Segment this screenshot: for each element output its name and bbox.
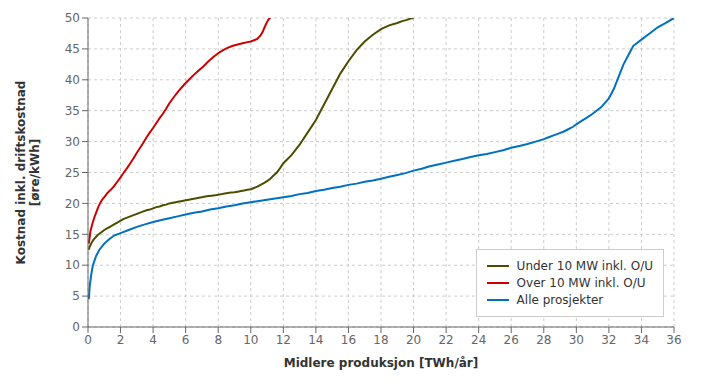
svg-text:20: 20 <box>406 333 421 347</box>
svg-text:2: 2 <box>117 333 125 347</box>
svg-text:6: 6 <box>182 333 190 347</box>
svg-text:34: 34 <box>634 333 649 347</box>
svg-text:45: 45 <box>65 42 80 56</box>
svg-text:Midlere produksjon [TWh/år]: Midlere produksjon [TWh/år] <box>284 356 479 370</box>
svg-text:32: 32 <box>601 333 616 347</box>
html-text:Under 10 MW inkl. O/U: Under 10 MW inkl. O/U <box>516 259 653 273</box>
svg-text:14: 14 <box>308 333 323 347</box>
svg-text:16: 16 <box>341 333 356 347</box>
svg-text:10: 10 <box>65 258 80 272</box>
svg-text:36: 36 <box>666 333 681 347</box>
svg-text:4: 4 <box>149 333 157 347</box>
svg-text:26: 26 <box>504 333 519 347</box>
svg-text:8: 8 <box>214 333 222 347</box>
svg-text:15: 15 <box>65 228 80 242</box>
svg-text:30: 30 <box>65 135 80 149</box>
svg-text:0: 0 <box>84 333 92 347</box>
html-text:Alle prosjekter: Alle prosjekter <box>516 293 604 307</box>
svg-text:28: 28 <box>536 333 551 347</box>
svg-text:35: 35 <box>65 104 80 118</box>
svg-text:24: 24 <box>471 333 486 347</box>
svg-text:18: 18 <box>373 333 388 347</box>
svg-text:50: 50 <box>65 11 80 25</box>
svg-text:22: 22 <box>438 333 453 347</box>
svg-text:0: 0 <box>72 320 80 334</box>
svg-text:25: 25 <box>65 166 80 180</box>
svg-text:40: 40 <box>65 73 80 87</box>
svg-text:10: 10 <box>243 333 258 347</box>
svg-text:5: 5 <box>72 289 80 303</box>
html-text:Over 10 MW inkl. O/U: Over 10 MW inkl. O/U <box>516 276 646 290</box>
svg-text:20: 20 <box>65 197 80 211</box>
svg-text:12: 12 <box>276 333 291 347</box>
svg-text:Kostnad inkl. driftskostnad[ør: Kostnad inkl. driftskostnad[øre/kWh] <box>14 81 42 265</box>
svg-text:30: 30 <box>569 333 584 347</box>
